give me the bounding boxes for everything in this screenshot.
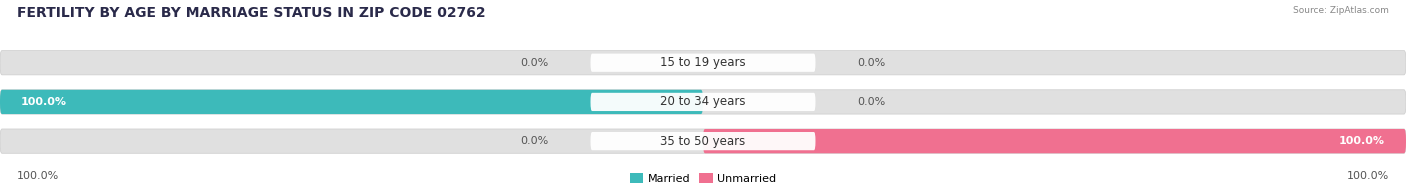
FancyBboxPatch shape (591, 132, 815, 150)
FancyBboxPatch shape (0, 90, 703, 114)
FancyBboxPatch shape (0, 129, 1406, 153)
Text: 0.0%: 0.0% (520, 58, 548, 68)
FancyBboxPatch shape (591, 93, 815, 111)
FancyBboxPatch shape (591, 54, 815, 72)
Text: 100.0%: 100.0% (21, 97, 67, 107)
Text: 0.0%: 0.0% (858, 97, 886, 107)
Text: FERTILITY BY AGE BY MARRIAGE STATUS IN ZIP CODE 02762: FERTILITY BY AGE BY MARRIAGE STATUS IN Z… (17, 6, 485, 20)
Text: 100.0%: 100.0% (17, 171, 59, 181)
Text: Source: ZipAtlas.com: Source: ZipAtlas.com (1294, 6, 1389, 15)
FancyBboxPatch shape (703, 129, 1406, 153)
Text: 15 to 19 years: 15 to 19 years (661, 56, 745, 69)
Text: 100.0%: 100.0% (1339, 136, 1385, 146)
Text: 20 to 34 years: 20 to 34 years (661, 95, 745, 108)
Text: 100.0%: 100.0% (1347, 171, 1389, 181)
FancyBboxPatch shape (0, 51, 1406, 75)
Text: 0.0%: 0.0% (858, 58, 886, 68)
Text: 35 to 50 years: 35 to 50 years (661, 135, 745, 148)
FancyBboxPatch shape (0, 90, 1406, 114)
Text: 0.0%: 0.0% (520, 136, 548, 146)
Legend: Married, Unmarried: Married, Unmarried (626, 169, 780, 189)
